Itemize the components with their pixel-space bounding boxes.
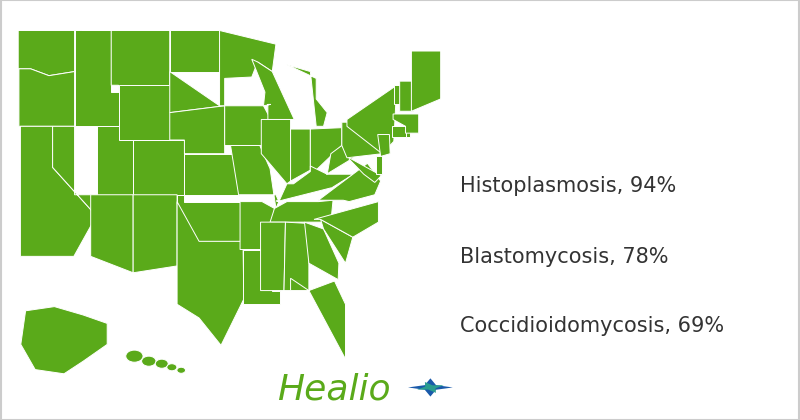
Polygon shape (378, 134, 390, 156)
Polygon shape (284, 222, 310, 291)
Polygon shape (408, 378, 453, 396)
Polygon shape (252, 59, 294, 119)
Polygon shape (170, 31, 219, 71)
Polygon shape (376, 156, 382, 174)
Polygon shape (262, 119, 290, 184)
Polygon shape (53, 126, 92, 211)
Polygon shape (290, 278, 346, 359)
Circle shape (126, 350, 143, 362)
Polygon shape (318, 163, 381, 202)
Polygon shape (349, 158, 382, 182)
Polygon shape (133, 195, 177, 273)
Text: Histoplasmosis, 94%: Histoplasmosis, 94% (460, 176, 676, 196)
Polygon shape (417, 382, 444, 393)
Polygon shape (19, 69, 74, 126)
Polygon shape (394, 85, 408, 105)
Polygon shape (90, 195, 133, 273)
Polygon shape (310, 128, 342, 176)
Polygon shape (305, 222, 339, 280)
Polygon shape (118, 85, 170, 140)
Polygon shape (133, 140, 185, 195)
Polygon shape (406, 126, 410, 137)
Polygon shape (277, 166, 354, 202)
Polygon shape (18, 31, 74, 76)
Polygon shape (393, 114, 418, 133)
Polygon shape (326, 145, 354, 174)
Polygon shape (177, 195, 240, 242)
Circle shape (177, 367, 186, 373)
Polygon shape (82, 31, 170, 92)
Text: meaningful threshold for fungal lung infections:: meaningful threshold for fungal lung inf… (126, 64, 674, 83)
Polygon shape (225, 106, 271, 145)
Polygon shape (270, 200, 333, 222)
Polygon shape (21, 307, 107, 374)
Polygon shape (170, 71, 225, 113)
Circle shape (167, 364, 177, 371)
Polygon shape (287, 65, 327, 126)
Polygon shape (20, 126, 92, 256)
Polygon shape (347, 85, 397, 154)
Polygon shape (411, 51, 441, 111)
Polygon shape (392, 126, 406, 137)
Circle shape (142, 356, 156, 366)
Polygon shape (400, 81, 414, 111)
Polygon shape (230, 145, 279, 208)
Polygon shape (177, 202, 246, 345)
Polygon shape (314, 202, 378, 237)
Polygon shape (290, 129, 310, 181)
Text: Healio: Healio (277, 372, 390, 406)
Polygon shape (185, 154, 238, 195)
Text: Proportion of U.S. states with counties above clinically: Proportion of U.S. states with counties … (87, 24, 713, 42)
Text: Coccidioidomycosis, 69%: Coccidioidomycosis, 69% (460, 315, 724, 336)
Polygon shape (74, 31, 118, 126)
Polygon shape (240, 202, 274, 249)
Polygon shape (219, 31, 276, 106)
Text: Blastomycosis, 78%: Blastomycosis, 78% (460, 247, 669, 267)
Polygon shape (342, 122, 382, 158)
Polygon shape (170, 106, 225, 154)
Polygon shape (261, 222, 286, 291)
Polygon shape (243, 249, 279, 304)
Polygon shape (97, 126, 133, 195)
Polygon shape (321, 219, 353, 263)
Circle shape (155, 359, 168, 368)
